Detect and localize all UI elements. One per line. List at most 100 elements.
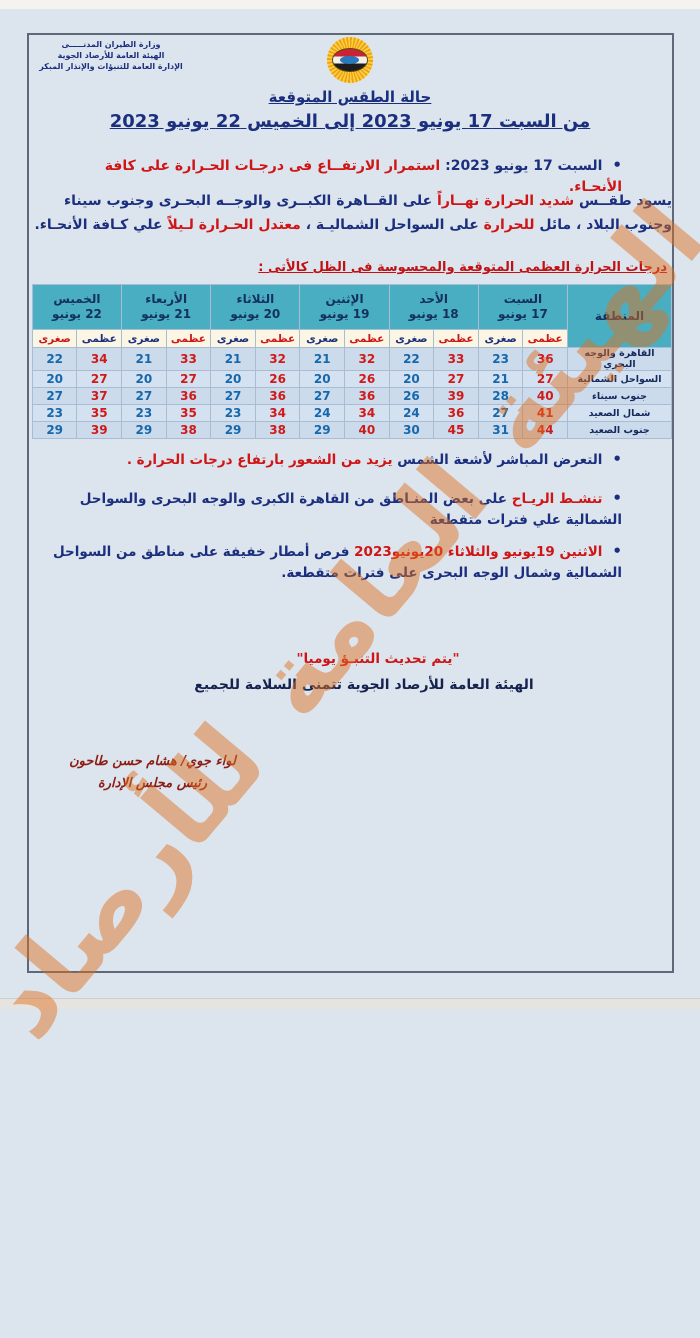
max-temp-cell: 36	[522, 347, 568, 371]
max-subheader-cell: عظمى	[254, 329, 301, 348]
max-subheader-cell: عظمى	[344, 329, 390, 348]
day-name: الخميس	[53, 291, 101, 306]
max-temp-cell: 40	[344, 421, 390, 439]
forecast-table-body: القاهرة والوجه البحري 36 23 33 22 32 21 32 21 33 2…	[31, 347, 672, 439]
min-temp-cell: 30	[388, 421, 435, 439]
min-temp-cell: 27	[299, 387, 346, 405]
max-temp-cell: 27	[76, 370, 123, 388]
region-column-header: المنطقة	[567, 284, 672, 348]
min-temp-cell: 27	[210, 387, 256, 405]
max-temp-cell: 26	[254, 370, 301, 388]
max-temp-cell: 36	[344, 387, 390, 405]
page-content: وزارة الطيران المدنـــــى الهيئة العامة …	[0, 9, 700, 999]
bulletin-page: الهيئة العامة للأرصاد الجوية وزارة الطير…	[0, 9, 700, 1338]
bullet-dot-icon	[612, 544, 622, 560]
advice-bullet-rain: الاثنين 19يونيو والثلاثاء 20يونيو2023 فر…	[38, 541, 622, 584]
max-temp-cell: 35	[76, 404, 123, 422]
day-date: 22 يونيو	[52, 306, 102, 321]
forecast-table: المنطقة السبت 17 يونيو الأحد 18 يونيو الإثنين…	[31, 284, 672, 439]
max-temp-cell: 33	[433, 347, 479, 371]
max-temp-cell: 39	[76, 421, 123, 439]
max-temp-cell: 33	[165, 347, 212, 371]
max-temp-cell: 39	[433, 387, 479, 405]
max-temp-cell: 34	[76, 347, 123, 371]
max-temp-cell: 38	[165, 421, 212, 439]
bullet-text: تنشـط الريـاح على بعض المنـاطق من القاهر…	[80, 491, 622, 528]
bullet-text: التعرض المباشر لأشعة الشمس يزيد من الشعو…	[127, 452, 603, 468]
max-temp-cell: 45	[433, 421, 479, 439]
max-temp-cell: 35	[165, 404, 212, 422]
daily-update-note: "يتم تحديث التنبـؤ يوميا"	[296, 651, 460, 667]
max-temp-cell: 34	[254, 404, 301, 422]
max-temp-cell: 38	[254, 421, 301, 439]
min-subheader-cell: صغرى	[121, 329, 167, 348]
min-temp-cell: 29	[121, 421, 167, 439]
min-temp-cell: 27	[477, 404, 524, 422]
signature-block: لواء جوي/ هشام حسن طاحون رئيس مجلس الإدا…	[45, 751, 260, 795]
agency-line-department: الإدارة العامة للتنبؤات والإنذار المبكر	[39, 62, 183, 71]
text-segment: معتدل الحـرارة لـيلاً	[162, 217, 301, 233]
max-temp-cell: 32	[344, 347, 390, 371]
min-temp-cell: 20	[31, 370, 78, 388]
min-temp-cell: 22	[388, 347, 435, 371]
min-temp-cell: 23	[31, 404, 78, 422]
bulletin-title: حالة الطقس المتوقعة	[268, 88, 432, 106]
max-temp-cell: 27	[433, 370, 479, 388]
max-temp-cell: 36	[165, 387, 212, 405]
max-subheader-cell: عظمى	[165, 329, 212, 348]
scan-bottom-margin	[0, 998, 700, 1009]
max-subheader-cell: عظمى	[76, 329, 123, 348]
min-subheader-cell: صغرى	[210, 329, 256, 348]
text-segment: الاثنين 19يونيو والثلاثاء 20يونيو2023	[349, 544, 603, 560]
min-temp-cell: 29	[299, 421, 346, 439]
min-temp-cell: 26	[388, 387, 435, 405]
max-subheader-cell: عظمى	[433, 329, 479, 348]
region-name-cell: القاهرة والوجه البحري	[567, 347, 672, 371]
day-header-cell: الأربعاء 21 يونيو	[121, 284, 212, 330]
min-temp-cell: 28	[477, 387, 524, 405]
max-temp-cell: 27	[165, 370, 212, 388]
min-temp-cell: 21	[299, 347, 346, 371]
text-segment: علي كـافة الأنحـاء.	[34, 217, 163, 233]
meteorology-authority-logo-icon	[327, 37, 373, 83]
table-row: السواحل الشمالية 27 21 27 20 26 20 26 20 27 20 27 20	[31, 370, 672, 388]
table-row: القاهرة والوجه البحري 36 23 33 22 32 21 32 21 33 2…	[31, 347, 672, 371]
day-name: الأربعاء	[145, 291, 188, 306]
max-temp-cell: 41	[522, 404, 568, 422]
max-temp-cell: 44	[522, 421, 568, 439]
min-temp-cell: 27	[31, 387, 78, 405]
min-temp-cell: 23	[121, 404, 167, 422]
table-row: شمال الصعيد 41 27 36 24 34 24 34 23 35 23 35 23	[31, 404, 672, 422]
max-temp-cell: 36	[433, 404, 479, 422]
max-temp-cell: 37	[76, 387, 123, 405]
text-segment: تنشـط الريـاح	[507, 491, 603, 507]
max-temp-cell: 34	[344, 404, 390, 422]
min-temp-cell: 21	[121, 347, 167, 371]
min-temp-cell: 29	[31, 421, 78, 439]
min-temp-cell: 23	[210, 404, 256, 422]
text-segment: شديد الحرارة نهــاراً	[432, 193, 575, 209]
text-segment: على القــاهرة الكبــرى والوجــه البحـرى …	[63, 193, 672, 233]
table-caption: درجات الحرارة العظمى المتوقعة والمحسوسة …	[258, 260, 667, 275]
day-date: 19 يونيو	[319, 306, 370, 321]
min-temp-cell: 31	[477, 421, 524, 439]
day-header-cell: الأحد 18 يونيو	[388, 284, 479, 330]
day-header-cell: الثلاثاء 20 يونيو	[210, 284, 301, 330]
text-segment: على السواحل الشماليـة ،	[300, 217, 479, 233]
day-name: الإثنين	[325, 291, 364, 306]
agency-line-authority: الهيئة العامة للأرصاد الجوية	[57, 51, 165, 60]
day-name: الثلاثاء	[236, 291, 275, 306]
min-temp-cell: 24	[299, 404, 346, 422]
bullet-text: الاثنين 19يونيو والثلاثاء 20يونيو2023 فر…	[53, 544, 622, 581]
table-header-row-days: المنطقة السبت 17 يونيو الأحد 18 يونيو الإثنين…	[31, 284, 672, 348]
text-segment: التعرض المباشر لأشعة الشمس	[392, 452, 603, 468]
signature-title: رئيس مجلس الإدارة	[97, 776, 208, 791]
day-header-cell: الخميس 22 يونيو	[31, 284, 123, 330]
forecast-bullet-saturday: السبت 17 يونيو 2023: استمرار الارتفــاع …	[60, 155, 622, 198]
advice-bullet-winds: تنشـط الريـاح على بعض المنـاطق من القاهر…	[38, 488, 622, 531]
max-temp-cell: 32	[254, 347, 301, 371]
day-date: 21 يونيو	[141, 306, 192, 321]
agency-header: وزارة الطيران المدنـــــى الهيئة العامة …	[36, 39, 186, 72]
min-subheader-cell: صغرى	[299, 329, 346, 348]
